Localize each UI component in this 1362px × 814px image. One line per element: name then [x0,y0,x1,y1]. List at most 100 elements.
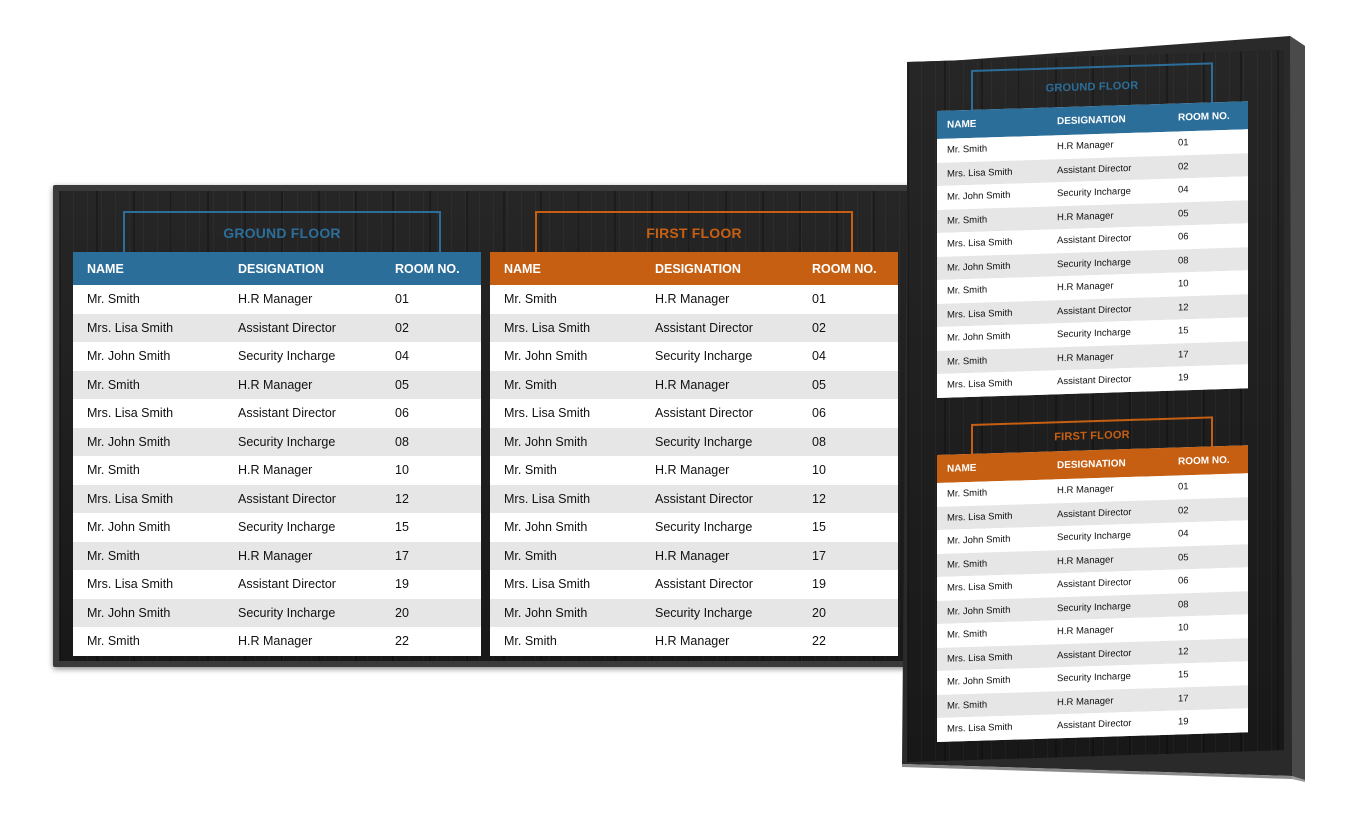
designation-cell: Assistant Director [238,577,336,592]
room-cell: 08 [1178,254,1189,267]
room-cell: 12 [1178,301,1189,314]
name-cell: Mr. John Smith [947,260,1011,274]
designation-cell: Security Incharge [238,520,336,535]
portrait-display-screen: GROUND FLOOR NAME DESIGNATION ROOM NO. M… [907,50,1284,763]
name-cell: Mrs. Lisa Smith [87,491,174,506]
name-cell: Mrs. Lisa Smith [947,510,1013,524]
name-cell: Mr. John Smith [504,349,588,364]
portrait-ground-floor-table: NAME DESIGNATION ROOM NO. Mr. Smith H.R M… [937,101,1248,398]
designation-cell: Assistant Director [655,320,753,335]
room-cell: 10 [1178,622,1189,634]
designation-cell: H.R Manager [1057,554,1114,568]
designation-cell: Security Incharge [238,605,336,620]
designation-cell: Security Incharge [238,349,336,364]
table-row: Mr. John Smith Security Incharge 04 [490,342,898,371]
room-cell: 10 [395,463,409,478]
room-cell: 19 [812,577,826,592]
designation-cell: H.R Manager [655,548,730,563]
designation-cell: Security Incharge [655,520,753,535]
name-cell: Mr. Smith [947,214,988,227]
name-cell: Mr. John Smith [947,331,1011,344]
name-cell: Mrs. Lisa Smith [947,307,1013,321]
name-cell: Mr. John Smith [87,520,171,535]
table-row: Mr. Smith H.R Manager 01 [73,285,481,314]
room-cell: 12 [395,491,409,506]
name-column-header: NAME [87,261,124,276]
designation-cell: Security Incharge [1057,600,1131,615]
portrait-ground-floor-rows: Mr. Smith H.R Manager 01 Mrs. Lisa Smith Ass… [937,129,1248,398]
designation-cell: H.R Manager [238,377,313,392]
designation-cell: Assistant Director [655,406,753,421]
designation-column-header: DESIGNATION [1057,457,1126,471]
room-cell: 20 [812,605,826,620]
name-cell: Mrs. Lisa Smith [947,377,1013,391]
room-cell: 08 [1178,598,1189,611]
table-row: Mrs. Lisa Smith Assistant Director 19 [73,570,481,599]
room-cell: 17 [1178,692,1189,705]
table-row: Mr. John Smith Security Incharge 20 [73,598,481,627]
table-row: Mr. Smith H.R Manager 10 [73,456,481,485]
room-column-header: ROOM NO. [812,261,877,276]
ground-floor-title: GROUND FLOOR [123,211,441,252]
designation-cell: Assistant Director [1057,506,1132,521]
designation-cell: Security Incharge [1057,186,1131,200]
table-row: Mrs. Lisa Smith Assistant Director 02 [490,313,898,342]
name-cell: Mrs. Lisa Smith [947,166,1013,180]
room-cell: 12 [1178,645,1189,658]
first-floor-table: NAME DESIGNATION ROOM NO. Mr. Smith H.R M… [490,252,898,656]
table-header: NAME DESIGNATION ROOM NO. [73,252,481,285]
designation-cell: H.R Manager [238,292,313,307]
designation-cell: Assistant Director [1057,162,1132,177]
room-cell: 06 [812,406,826,421]
designation-cell: Assistant Director [238,320,336,335]
room-cell: 02 [1178,160,1189,173]
name-cell: Mr. Smith [87,463,140,478]
designation-column-header: DESIGNATION [238,261,324,276]
designation-cell: H.R Manager [1057,483,1114,497]
table-row: Mrs. Lisa Smith Assistant Director 06 [73,399,481,428]
table-row: Mr. Smith H.R Manager 05 [73,370,481,399]
name-cell: Mr. Smith [947,558,988,571]
table-row: Mr. Smith H.R Manager 22 [73,627,481,656]
room-column-header: ROOM NO. [1178,110,1230,123]
first-floor-title: FIRST FLOOR [535,211,853,252]
room-cell: 01 [1178,481,1189,493]
room-cell: 02 [1178,504,1189,517]
name-cell: Mr. Smith [947,699,988,712]
room-cell: 05 [395,377,409,392]
name-cell: Mr. Smith [504,548,557,563]
designation-column-header: DESIGNATION [655,261,741,276]
room-cell: 04 [395,349,409,364]
name-column-header: NAME [947,462,977,475]
designation-cell: Assistant Director [1057,374,1132,388]
room-cell: 22 [812,634,826,649]
room-cell: 01 [1178,137,1189,149]
portrait-first-floor-table: NAME DESIGNATION ROOM NO. Mr. Smith H.R M… [937,445,1248,742]
room-cell: 08 [395,434,409,449]
name-cell: Mr. John Smith [504,520,588,535]
name-cell: Mr. John Smith [947,675,1011,688]
room-cell: 19 [1178,716,1189,728]
name-cell: Mr. John Smith [947,534,1011,547]
table-row: Mr. Smith H.R Manager 22 [490,627,898,656]
name-cell: Mrs. Lisa Smith [504,577,591,592]
name-cell: Mr. Smith [87,377,140,392]
name-cell: Mrs. Lisa Smith [947,721,1013,735]
table-row: Mrs. Lisa Smith Assistant Director 19 [490,570,898,599]
name-cell: Mrs. Lisa Smith [87,320,174,335]
designation-cell: H.R Manager [238,634,313,649]
name-cell: Mrs. Lisa Smith [947,651,1013,665]
designation-cell: Security Incharge [1057,530,1131,544]
designation-cell: H.R Manager [1057,280,1114,294]
room-cell: 01 [395,292,409,307]
table-row: Mr. John Smith Security Incharge 08 [490,427,898,456]
name-cell: Mr. Smith [947,143,988,156]
name-cell: Mr. Smith [947,284,988,297]
table-row: Mrs. Lisa Smith Assistant Director 12 [490,484,898,513]
name-cell: Mr. Smith [87,548,140,563]
table-row: Mr. John Smith Security Incharge 04 [73,342,481,371]
table-row: Mr. John Smith Security Incharge 15 [490,513,898,542]
designation-column-header: DESIGNATION [1057,113,1126,127]
room-cell: 06 [395,406,409,421]
designation-cell: H.R Manager [655,377,730,392]
